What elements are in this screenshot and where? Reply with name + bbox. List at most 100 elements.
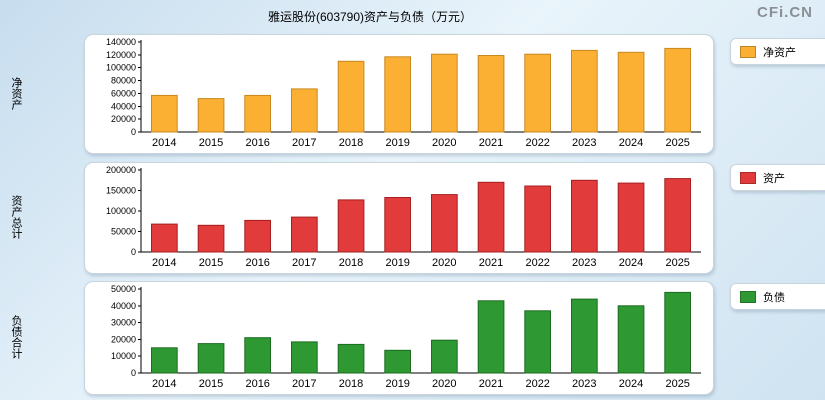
- x-tick-label: 2015: [199, 137, 223, 149]
- bar-chart-total-assets: 0 50000 100000 150000 200000 2014 2015 2016 2017…: [106, 165, 701, 269]
- chart-panel-total-liabilities: 0 10000 20000 30000 40000 50000 2014 2015 2016 20…: [84, 281, 714, 395]
- x-tick-label: 2024: [619, 137, 643, 149]
- bar-2017: [291, 88, 318, 133]
- x-tick-label: 2019: [385, 378, 409, 390]
- bar-2024: [617, 51, 645, 133]
- x-tick-label: 2014: [152, 137, 176, 149]
- x-tick-label: 2025: [665, 137, 689, 149]
- bar-2019: [384, 56, 411, 133]
- x-tick-label: 2024: [619, 378, 643, 390]
- bar-2025: [664, 291, 691, 374]
- x-tick-label: 2022: [525, 378, 549, 390]
- y-tick-label: 50000: [111, 227, 136, 237]
- bar-2024: [617, 182, 645, 253]
- bar-2014: [151, 94, 178, 133]
- y-tick-label: 0: [131, 368, 136, 378]
- bar-2017: [291, 341, 318, 374]
- bar-2019: [384, 349, 411, 374]
- legend-swatch-total-assets: [740, 171, 756, 184]
- bar-2015: [197, 98, 225, 133]
- y-tick-label: 80000: [111, 76, 136, 86]
- bar-2021: [477, 181, 505, 253]
- x-tick-label: 2018: [339, 137, 363, 149]
- y-axis-title-total-liabilities: 负债合计: [10, 315, 22, 359]
- x-tick-label: 2017: [292, 137, 316, 149]
- bar-2015: [197, 343, 225, 374]
- x-tick-label: 2018: [339, 378, 363, 390]
- y-tick-label: 40000: [111, 301, 136, 311]
- cfi-logo: CFi.CN: [757, 4, 813, 21]
- bar-2023: [571, 298, 598, 374]
- x-tick-label: 2022: [525, 137, 549, 149]
- bar-2023: [571, 49, 598, 133]
- y-tick-label: 30000: [111, 318, 136, 328]
- bar-2019: [384, 197, 411, 253]
- x-tick-label: 2015: [199, 378, 223, 390]
- legend-net-assets: 净资产: [730, 38, 825, 65]
- legend-label-total-liabilities: 负债: [763, 291, 785, 304]
- bar-2016: [244, 219, 272, 253]
- bar-2015: [197, 224, 225, 253]
- bar-2018: [337, 199, 365, 253]
- x-tick-label: 2020: [432, 257, 456, 269]
- x-tick-label: 2020: [432, 137, 456, 149]
- x-tick-label: 2014: [152, 257, 176, 269]
- x-tick-label: 2014: [152, 378, 176, 390]
- x-tick-label: 2017: [292, 257, 316, 269]
- bar-2021: [477, 300, 505, 374]
- x-tick-label: 2017: [292, 378, 316, 390]
- bar-2020: [431, 339, 458, 374]
- y-tick-label: 60000: [111, 88, 136, 98]
- x-tick-label: 2025: [665, 378, 689, 390]
- bar-2018: [337, 343, 365, 374]
- legend-total-assets: 资产: [730, 164, 825, 191]
- bar-2025: [664, 47, 691, 133]
- x-tick-label: 2024: [619, 257, 643, 269]
- bar-2018: [337, 60, 365, 133]
- bar-2025: [664, 178, 691, 253]
- x-tick-label: 2016: [245, 137, 269, 149]
- bar-2016: [244, 94, 272, 133]
- legend-swatch-net-assets: [740, 45, 756, 58]
- x-tick-label: 2019: [385, 137, 409, 149]
- bar-chart-total-liabilities: 0 10000 20000 30000 40000 50000 2014 2015 2016 20…: [111, 284, 701, 390]
- x-tick-label: 2023: [572, 257, 596, 269]
- y-tick-label: 150000: [106, 186, 136, 196]
- y-tick-label: 120000: [106, 50, 136, 60]
- chart-panel-net-assets: 0 20000 40000 60000 80000 100000 120000 140000 2…: [84, 34, 714, 154]
- x-tick-label: 2020: [432, 378, 456, 390]
- y-tick-label: 0: [131, 127, 136, 137]
- legend-label-net-assets: 净资产: [763, 46, 796, 59]
- y-tick-label: 0: [131, 247, 136, 257]
- y-tick-label: 40000: [111, 101, 136, 111]
- x-tick-label: 2016: [245, 257, 269, 269]
- y-tick-label: 50000: [111, 284, 136, 294]
- y-tick-label: 140000: [106, 37, 136, 47]
- bar-chart-net-assets: 0 20000 40000 60000 80000 100000 120000 140000 2…: [106, 37, 701, 149]
- bar-2022: [524, 53, 551, 133]
- x-tick-label: 2025: [665, 257, 689, 269]
- y-axis-title-total-assets: 资产总计: [10, 195, 22, 239]
- y-tick-label: 100000: [106, 206, 136, 216]
- x-tick-label: 2016: [245, 378, 269, 390]
- y-axis-title-net-assets: 净资产: [10, 76, 22, 110]
- x-tick-label: 2018: [339, 257, 363, 269]
- y-tick-label: 100000: [106, 63, 136, 73]
- y-tick-label: 20000: [111, 334, 136, 344]
- x-tick-label: 2022: [525, 257, 549, 269]
- y-tick-label: 10000: [111, 351, 136, 361]
- bar-2020: [431, 194, 458, 253]
- x-tick-label: 2021: [479, 378, 503, 390]
- legend-label-total-assets: 资产: [763, 172, 785, 185]
- x-tick-label: 2019: [385, 257, 409, 269]
- x-tick-label: 2021: [479, 257, 503, 269]
- chart-panel-total-assets: 0 50000 100000 150000 200000 2014 2015 2016 2017…: [84, 162, 714, 274]
- bar-2021: [477, 55, 505, 133]
- bar-2024: [617, 305, 645, 374]
- bar-2014: [151, 223, 178, 253]
- bar-2022: [524, 310, 551, 374]
- page-title: 雅运股份(603790)资产与负债（万元）: [267, 10, 473, 24]
- x-tick-label: 2023: [572, 378, 596, 390]
- bar-2020: [431, 53, 458, 133]
- legend-total-liabilities: 负债: [730, 283, 825, 310]
